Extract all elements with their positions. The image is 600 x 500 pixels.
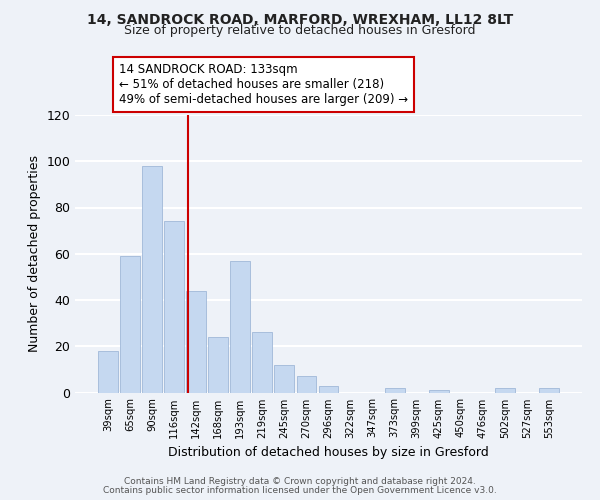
Bar [385,388,404,392]
Bar [253,332,272,392]
Bar [495,388,515,392]
Bar [120,256,140,392]
Bar [208,337,228,392]
Bar [319,386,338,392]
Text: 14, SANDROCK ROAD, MARFORD, WREXHAM, LL12 8LT: 14, SANDROCK ROAD, MARFORD, WREXHAM, LL1… [87,12,513,26]
Bar [274,365,295,392]
Y-axis label: Number of detached properties: Number of detached properties [28,155,41,352]
Bar [98,351,118,393]
Bar [230,260,250,392]
Text: Size of property relative to detached houses in Gresford: Size of property relative to detached ho… [124,24,476,37]
Bar [296,376,316,392]
Bar [164,222,184,392]
X-axis label: Distribution of detached houses by size in Gresford: Distribution of detached houses by size … [168,446,489,459]
Bar [142,166,162,392]
Bar [539,388,559,392]
Text: 14 SANDROCK ROAD: 133sqm
← 51% of detached houses are smaller (218)
49% of semi-: 14 SANDROCK ROAD: 133sqm ← 51% of detach… [119,62,408,106]
Bar [186,291,206,392]
Text: Contains HM Land Registry data © Crown copyright and database right 2024.: Contains HM Land Registry data © Crown c… [124,477,476,486]
Text: Contains public sector information licensed under the Open Government Licence v3: Contains public sector information licen… [103,486,497,495]
Bar [429,390,449,392]
